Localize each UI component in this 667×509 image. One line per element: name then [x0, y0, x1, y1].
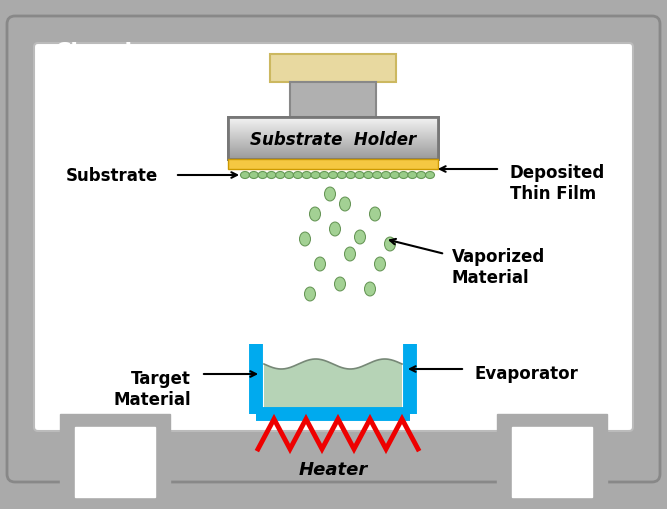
Ellipse shape [267, 172, 276, 179]
Bar [228, 153, 438, 154]
Bar [228, 151, 438, 152]
Bar [512, 427, 592, 497]
Ellipse shape [319, 172, 329, 179]
Bar [228, 133, 438, 134]
Bar [228, 159, 438, 160]
Ellipse shape [355, 172, 364, 179]
Bar [228, 138, 438, 139]
Bar [228, 157, 438, 158]
Text: Target
Material: Target Material [113, 369, 191, 408]
FancyBboxPatch shape [228, 118, 438, 160]
Bar [228, 146, 438, 147]
Ellipse shape [315, 258, 325, 271]
Bar [228, 150, 438, 151]
Text: Evaporator: Evaporator [475, 364, 579, 382]
Ellipse shape [346, 172, 356, 179]
Ellipse shape [370, 208, 380, 221]
Ellipse shape [390, 172, 400, 179]
Text: Deposited
Thin Film: Deposited Thin Film [510, 164, 605, 203]
Bar [228, 125, 438, 126]
Bar [228, 120, 438, 121]
Bar [228, 118, 438, 119]
Ellipse shape [382, 172, 390, 179]
Ellipse shape [384, 238, 396, 251]
Ellipse shape [302, 172, 311, 179]
Bar [228, 121, 438, 122]
Ellipse shape [299, 233, 311, 246]
Ellipse shape [285, 172, 293, 179]
Ellipse shape [241, 172, 249, 179]
Bar [228, 132, 438, 133]
Bar [228, 134, 438, 135]
Ellipse shape [338, 172, 346, 179]
Bar [228, 156, 438, 157]
Ellipse shape [309, 208, 321, 221]
PathPatch shape [264, 359, 402, 409]
Ellipse shape [340, 197, 350, 212]
Bar [228, 136, 438, 137]
Bar [228, 148, 438, 149]
Bar [228, 160, 438, 169]
Ellipse shape [373, 172, 382, 179]
Ellipse shape [293, 172, 302, 179]
Bar [290, 83, 376, 118]
Bar [270, 55, 396, 83]
Ellipse shape [334, 277, 346, 292]
Ellipse shape [374, 258, 386, 271]
Bar [75, 427, 155, 497]
Bar [228, 135, 438, 136]
Bar [228, 147, 438, 148]
Bar [228, 137, 438, 138]
Bar [228, 123, 438, 124]
Bar [228, 152, 438, 153]
Bar [60, 414, 170, 489]
Ellipse shape [275, 172, 285, 179]
Bar [228, 127, 438, 128]
Bar [228, 145, 438, 146]
Ellipse shape [329, 222, 340, 237]
Bar [228, 142, 438, 143]
FancyBboxPatch shape [7, 17, 660, 482]
Ellipse shape [329, 172, 338, 179]
Bar [228, 144, 438, 145]
Bar [497, 414, 607, 489]
Ellipse shape [354, 231, 366, 244]
Bar [228, 126, 438, 127]
Ellipse shape [305, 288, 315, 301]
Bar [228, 140, 438, 142]
Ellipse shape [399, 172, 408, 179]
Bar [228, 155, 438, 156]
FancyBboxPatch shape [34, 44, 633, 431]
Bar [228, 131, 438, 132]
Bar [228, 129, 438, 130]
Bar [228, 154, 438, 155]
Bar [228, 139, 438, 140]
Text: Heater: Heater [298, 460, 368, 478]
Ellipse shape [249, 172, 258, 179]
Ellipse shape [364, 172, 373, 179]
Bar [228, 158, 438, 159]
Ellipse shape [311, 172, 320, 179]
Bar [228, 119, 438, 120]
Text: Vaporized
Material: Vaporized Material [452, 247, 545, 286]
Bar [228, 128, 438, 129]
Bar [228, 124, 438, 125]
Ellipse shape [325, 188, 336, 202]
Text: Chamber: Chamber [55, 42, 167, 62]
Ellipse shape [408, 172, 417, 179]
Bar [228, 122, 438, 123]
Ellipse shape [364, 282, 376, 296]
Ellipse shape [417, 172, 426, 179]
Bar [228, 130, 438, 131]
Text: Substrate  Holder: Substrate Holder [250, 131, 416, 149]
Ellipse shape [344, 247, 356, 262]
Ellipse shape [426, 172, 434, 179]
Bar [228, 143, 438, 144]
Text: Substrate: Substrate [66, 166, 158, 185]
Ellipse shape [258, 172, 267, 179]
Bar [228, 149, 438, 150]
